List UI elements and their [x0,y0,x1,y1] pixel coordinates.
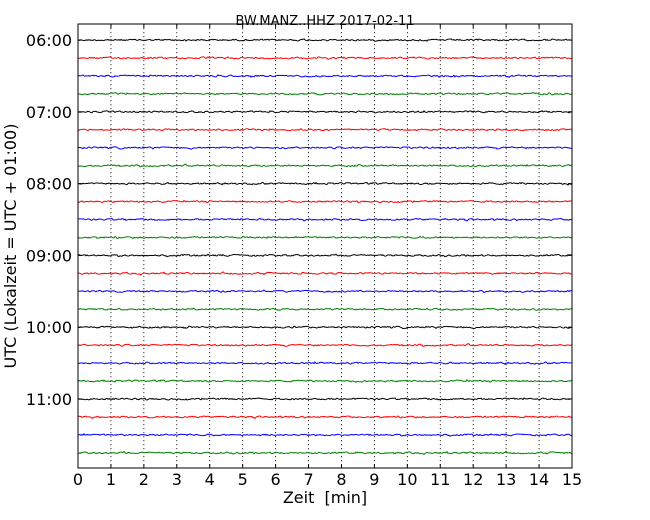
x-tick-label: 0 [73,470,83,489]
trace-line [77,56,573,60]
trace-line [77,217,573,222]
trace-line [77,92,573,96]
y-axis-label: UTC (Lokalzeit = UTC + 01:00) [1,124,20,369]
x-tick-label: 8 [336,470,346,489]
trace-line [77,163,573,168]
trace-line [77,127,573,132]
x-tick-label: 1 [106,470,116,489]
x-axis: 0 1 2 3 4 5 6 7 8 9 10 11 12 13 14 15 [73,24,582,489]
chart-title: BW.MANZ..HHZ 2017-02-11 [235,14,414,29]
y-tick-label: 10:00 [26,318,72,337]
trace-line [77,271,573,276]
trace-line [77,379,573,384]
trace-line [77,199,573,204]
y-axis: 06:00 07:00 08:00 09:00 10:00 11:00 [26,31,572,409]
x-tick-label: 3 [172,470,182,489]
y-tick-label: 07:00 [26,103,72,122]
trace-line [77,109,573,114]
trace-line [77,146,573,150]
y-tick-label: 06:00 [26,31,72,50]
x-tick-label: 2 [139,470,149,489]
plot-frame [77,23,573,469]
x-tick-label: 14 [529,470,549,489]
x-tick-label: 5 [238,470,248,489]
trace-line [77,235,573,240]
x-tick-label: 7 [303,470,313,489]
y-tick-label: 09:00 [26,246,72,265]
y-tick-label: 08:00 [26,175,72,194]
trace-line [77,450,573,456]
trace-line [77,38,573,42]
trace-line [77,74,573,78]
trace-line [77,361,573,366]
trace-line [77,181,573,186]
x-tick-label: 10 [397,470,417,489]
trace-line [77,325,573,330]
x-axis-label: Zeit [min] [283,488,367,507]
x-tick-label: 13 [496,470,516,489]
x-tick-label: 6 [271,470,281,489]
trace-line [77,307,573,311]
x-tick-label: 11 [430,470,450,489]
trace-line [77,343,573,347]
trace-line [77,289,573,294]
trace-line [77,253,573,258]
x-tick-label: 15 [562,470,582,489]
x-tick-label: 12 [463,470,483,489]
trace-line [77,433,573,437]
trace-line [77,415,573,420]
trace-line [77,397,573,401]
y-tick-label: 11:00 [26,390,72,409]
x-grid [110,24,540,468]
x-tick-label: 9 [369,470,379,489]
seismic-traces [77,38,573,456]
x-tick-label: 4 [205,470,215,489]
